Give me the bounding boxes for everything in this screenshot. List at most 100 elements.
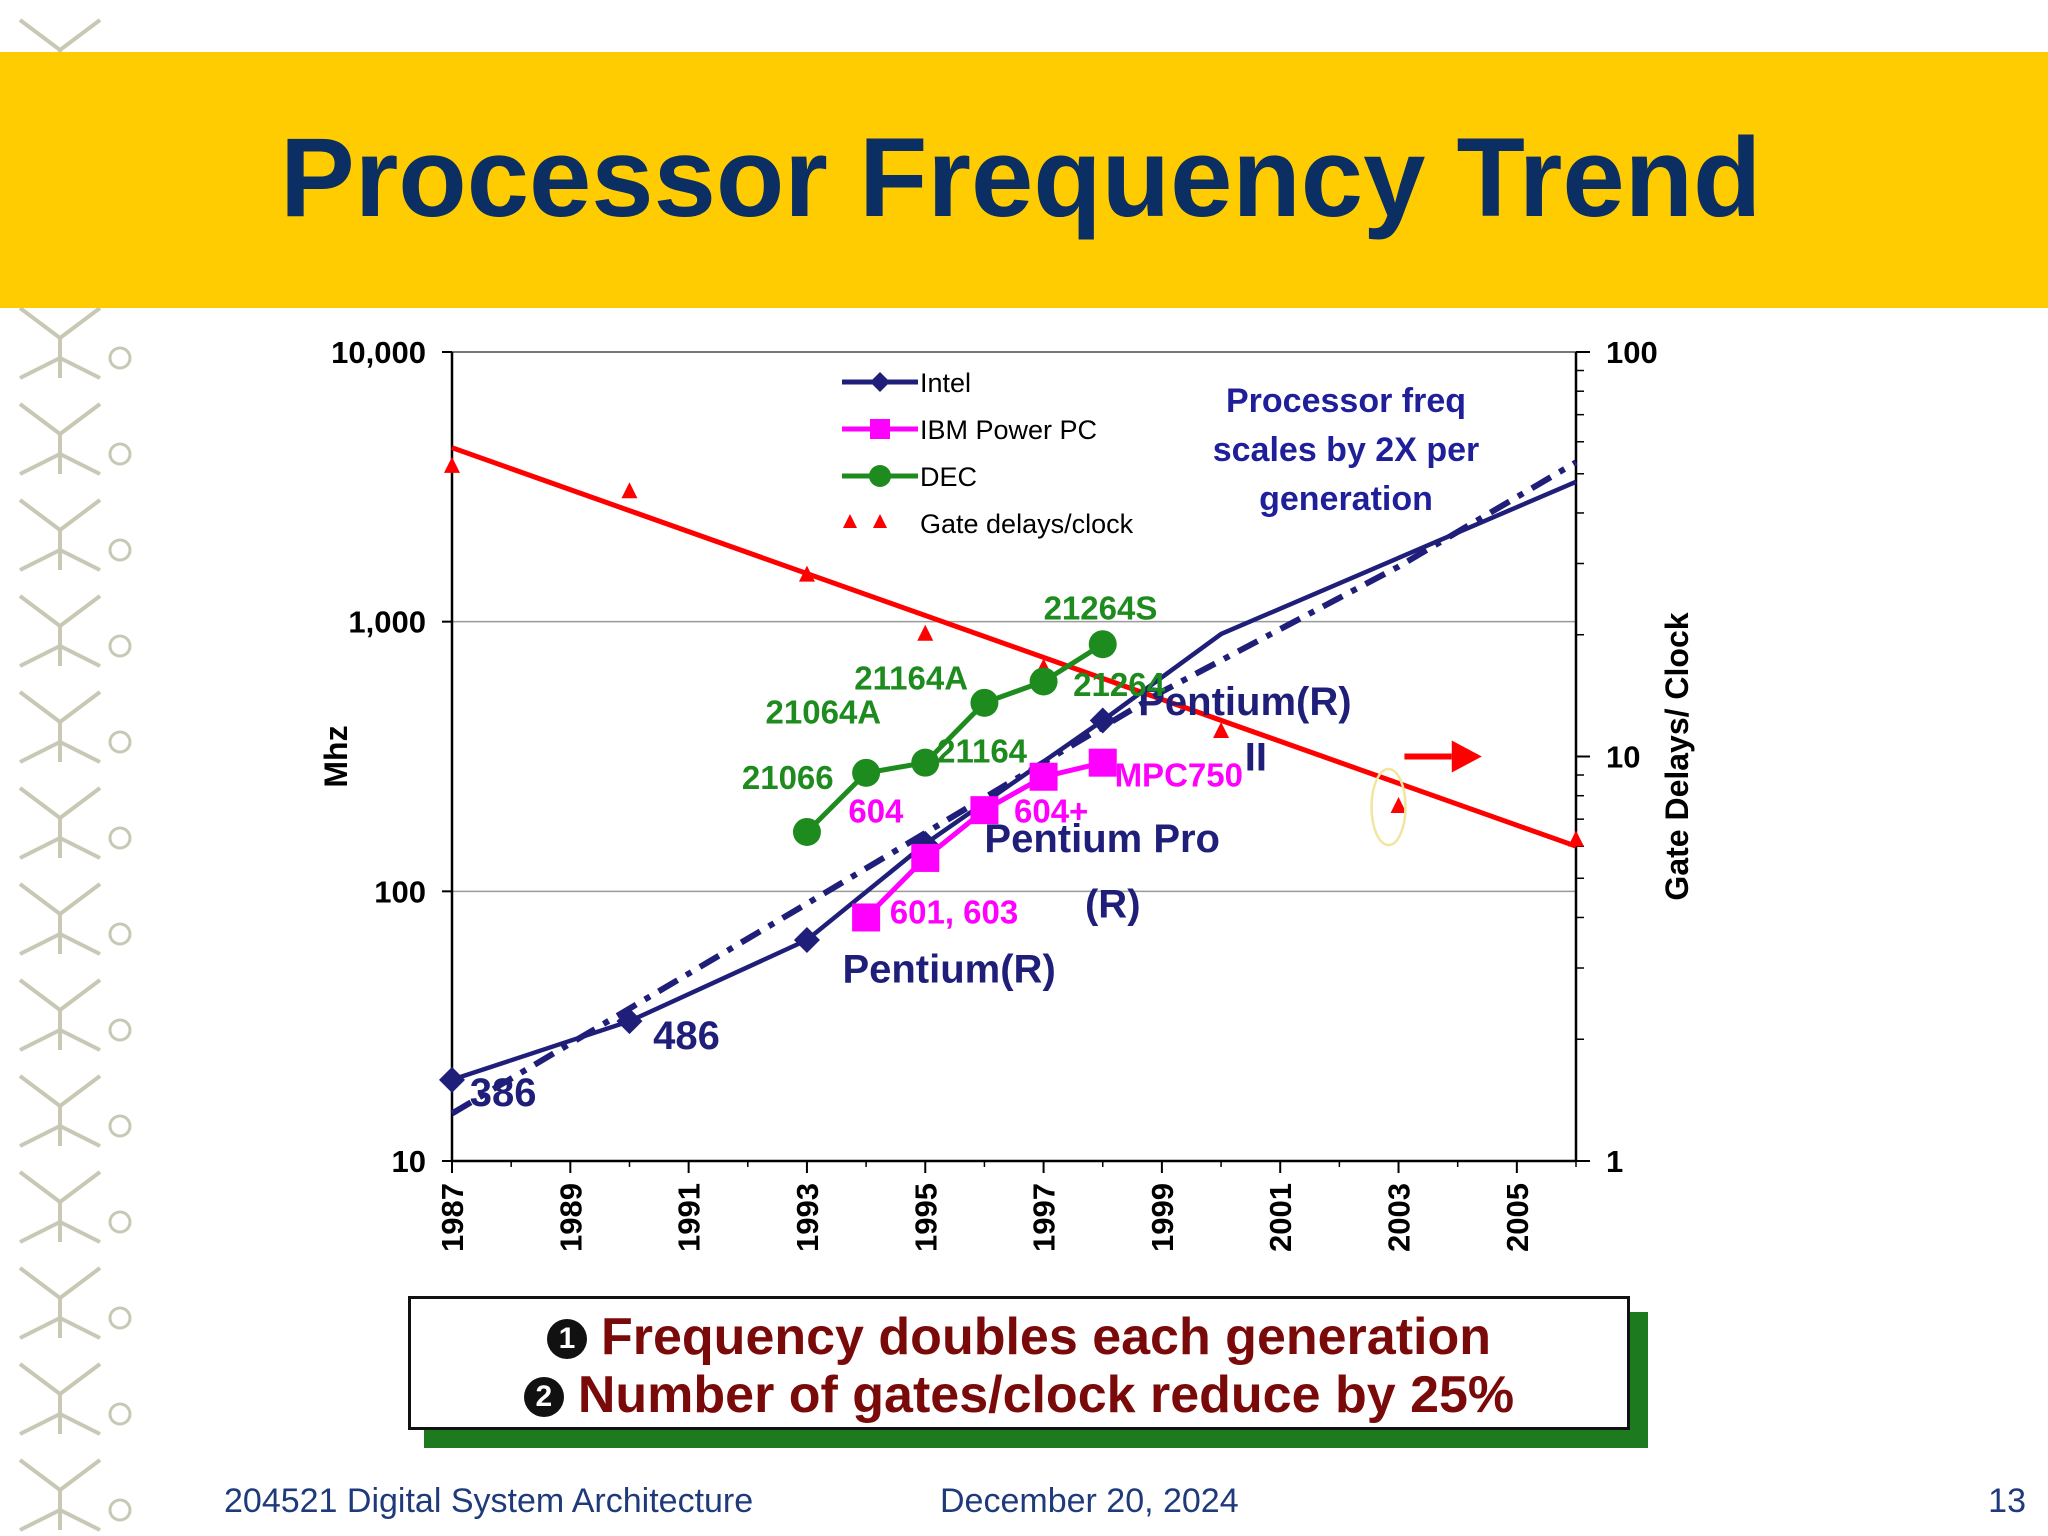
x-tick-label: 1997 (1027, 1183, 1062, 1252)
intel-point (616, 1008, 643, 1035)
pattern-dot (108, 442, 132, 466)
slide-title: Processor Frequency Trend (280, 115, 1762, 240)
point-label: 386 (470, 1071, 537, 1115)
left-tick-label: 100 (374, 874, 426, 909)
point-label: 21264 (1073, 666, 1165, 703)
left-tick-label: 1,000 (348, 605, 426, 640)
point-label: 21064A (766, 693, 882, 730)
gate-delays-point (917, 624, 934, 641)
chart-annotation-line: scales by 2X per (1213, 431, 1480, 469)
point-label: 604 (848, 792, 904, 829)
chart-annotation-line: generation (1259, 480, 1433, 518)
point-label: 21264S (1044, 589, 1158, 626)
point-label: 601, 603 (890, 893, 1018, 930)
point-label: (R) (1085, 882, 1141, 926)
x-tick-label: 2001 (1263, 1183, 1298, 1252)
ibm-point (970, 796, 999, 825)
legend-diamond-icon (870, 372, 890, 392)
legend-circle-icon (869, 465, 891, 487)
pattern-dot (108, 538, 132, 562)
ibm-point (1029, 762, 1058, 791)
legend-label: Intel (920, 368, 971, 398)
pattern-dot (108, 1210, 132, 1234)
pattern-dot (108, 1018, 132, 1042)
intel-point (793, 926, 820, 953)
point-label: Pentium Pro (984, 817, 1220, 861)
pattern-motif (18, 978, 102, 1052)
dec-point (911, 748, 940, 777)
bullet-2-icon: 2 (523, 1377, 564, 1417)
right-tick-label: 1 (1606, 1144, 1623, 1179)
gate-delays-point (621, 482, 638, 499)
point-label: MPC750 (1115, 756, 1243, 793)
callout-text-2: Number of gates/clock reduce by 25% (577, 1366, 1515, 1424)
point-label: 604+ (1014, 792, 1088, 829)
footer-date: December 20, 2024 (940, 1482, 1239, 1520)
chart-annotation-line: Processor freq (1226, 382, 1466, 420)
legend-label: DEC (920, 462, 977, 492)
left-tick-label: 10 (392, 1144, 426, 1179)
dec-point (852, 758, 881, 787)
pattern-motif (18, 306, 102, 380)
gate-delays-point (1568, 830, 1584, 847)
gate-delays-trend-line (451, 445, 1577, 849)
x-tick-label: 1995 (908, 1183, 943, 1252)
gate-delays-point (798, 565, 815, 582)
pattern-motif (18, 1266, 102, 1340)
pattern-motif (18, 498, 102, 572)
pattern-dot (108, 730, 132, 754)
legend-triangle-icon (843, 514, 857, 528)
title-banner (0, 52, 2048, 308)
ibm-point (911, 843, 940, 872)
callout-line-2: 2 Number of gates/clock reduce by 25% (411, 1369, 1627, 1421)
point-label: 21066 (742, 759, 834, 796)
pattern-motif (18, 882, 102, 956)
x-tick-label: 1987 (435, 1183, 470, 1252)
pattern-motif (18, 1074, 102, 1148)
pattern-dot (108, 1498, 132, 1522)
right-tick-label: 100 (1606, 335, 1658, 370)
highlight-ellipse (1370, 767, 1407, 847)
pattern-dot (108, 1114, 132, 1138)
intel-point (439, 1066, 465, 1093)
pattern-dot (108, 1402, 132, 1426)
x-tick-label: 2005 (1500, 1183, 1535, 1252)
dec-point (792, 817, 821, 846)
x-tick-label: 1999 (1145, 1183, 1180, 1252)
ibm-point (1088, 748, 1117, 777)
dec-point (1029, 667, 1058, 696)
footer-page-number: 13 (1988, 1482, 2026, 1520)
right-axis-title: Gate Delays/ Clock (1659, 612, 1695, 900)
pattern-dot (108, 1306, 132, 1330)
pattern-motif (18, 594, 102, 668)
legend-label: IBM Power PC (920, 415, 1097, 445)
pattern-motif (18, 1458, 102, 1532)
x-tick-label: 2003 (1382, 1183, 1417, 1252)
x-tick-label: 1993 (790, 1183, 825, 1252)
gate-delays-point (1213, 721, 1230, 738)
point-label: 21164 (937, 733, 1028, 770)
point-label: Pentium(R) (842, 947, 1055, 991)
footer-course: 204521 Digital System Architecture (224, 1482, 754, 1520)
pattern-dot (108, 634, 132, 658)
x-tick-label: 1989 (553, 1183, 588, 1252)
left-axis-title: Mhz (318, 725, 354, 787)
point-label: 21164A (854, 660, 968, 697)
legend-label: Gate delays/clock (920, 509, 1134, 539)
gate-delays-point (1390, 797, 1407, 814)
point-label: 486 (653, 1014, 720, 1058)
dec-point (1088, 630, 1117, 659)
x-tick-label: 1991 (672, 1183, 707, 1252)
pattern-dot (108, 922, 132, 946)
right-axis-arrow-icon (1451, 740, 1482, 773)
dec-point (970, 688, 999, 717)
ibm-point (852, 903, 881, 932)
bullet-1-icon: 1 (547, 1319, 587, 1359)
pattern-dot (108, 346, 132, 370)
pattern-motif (18, 402, 102, 476)
pattern-motif (18, 786, 102, 860)
callout-text-1: Frequency doubles each generation (601, 1308, 1491, 1366)
gate-delays-point (444, 456, 460, 473)
pattern-dot (108, 826, 132, 850)
